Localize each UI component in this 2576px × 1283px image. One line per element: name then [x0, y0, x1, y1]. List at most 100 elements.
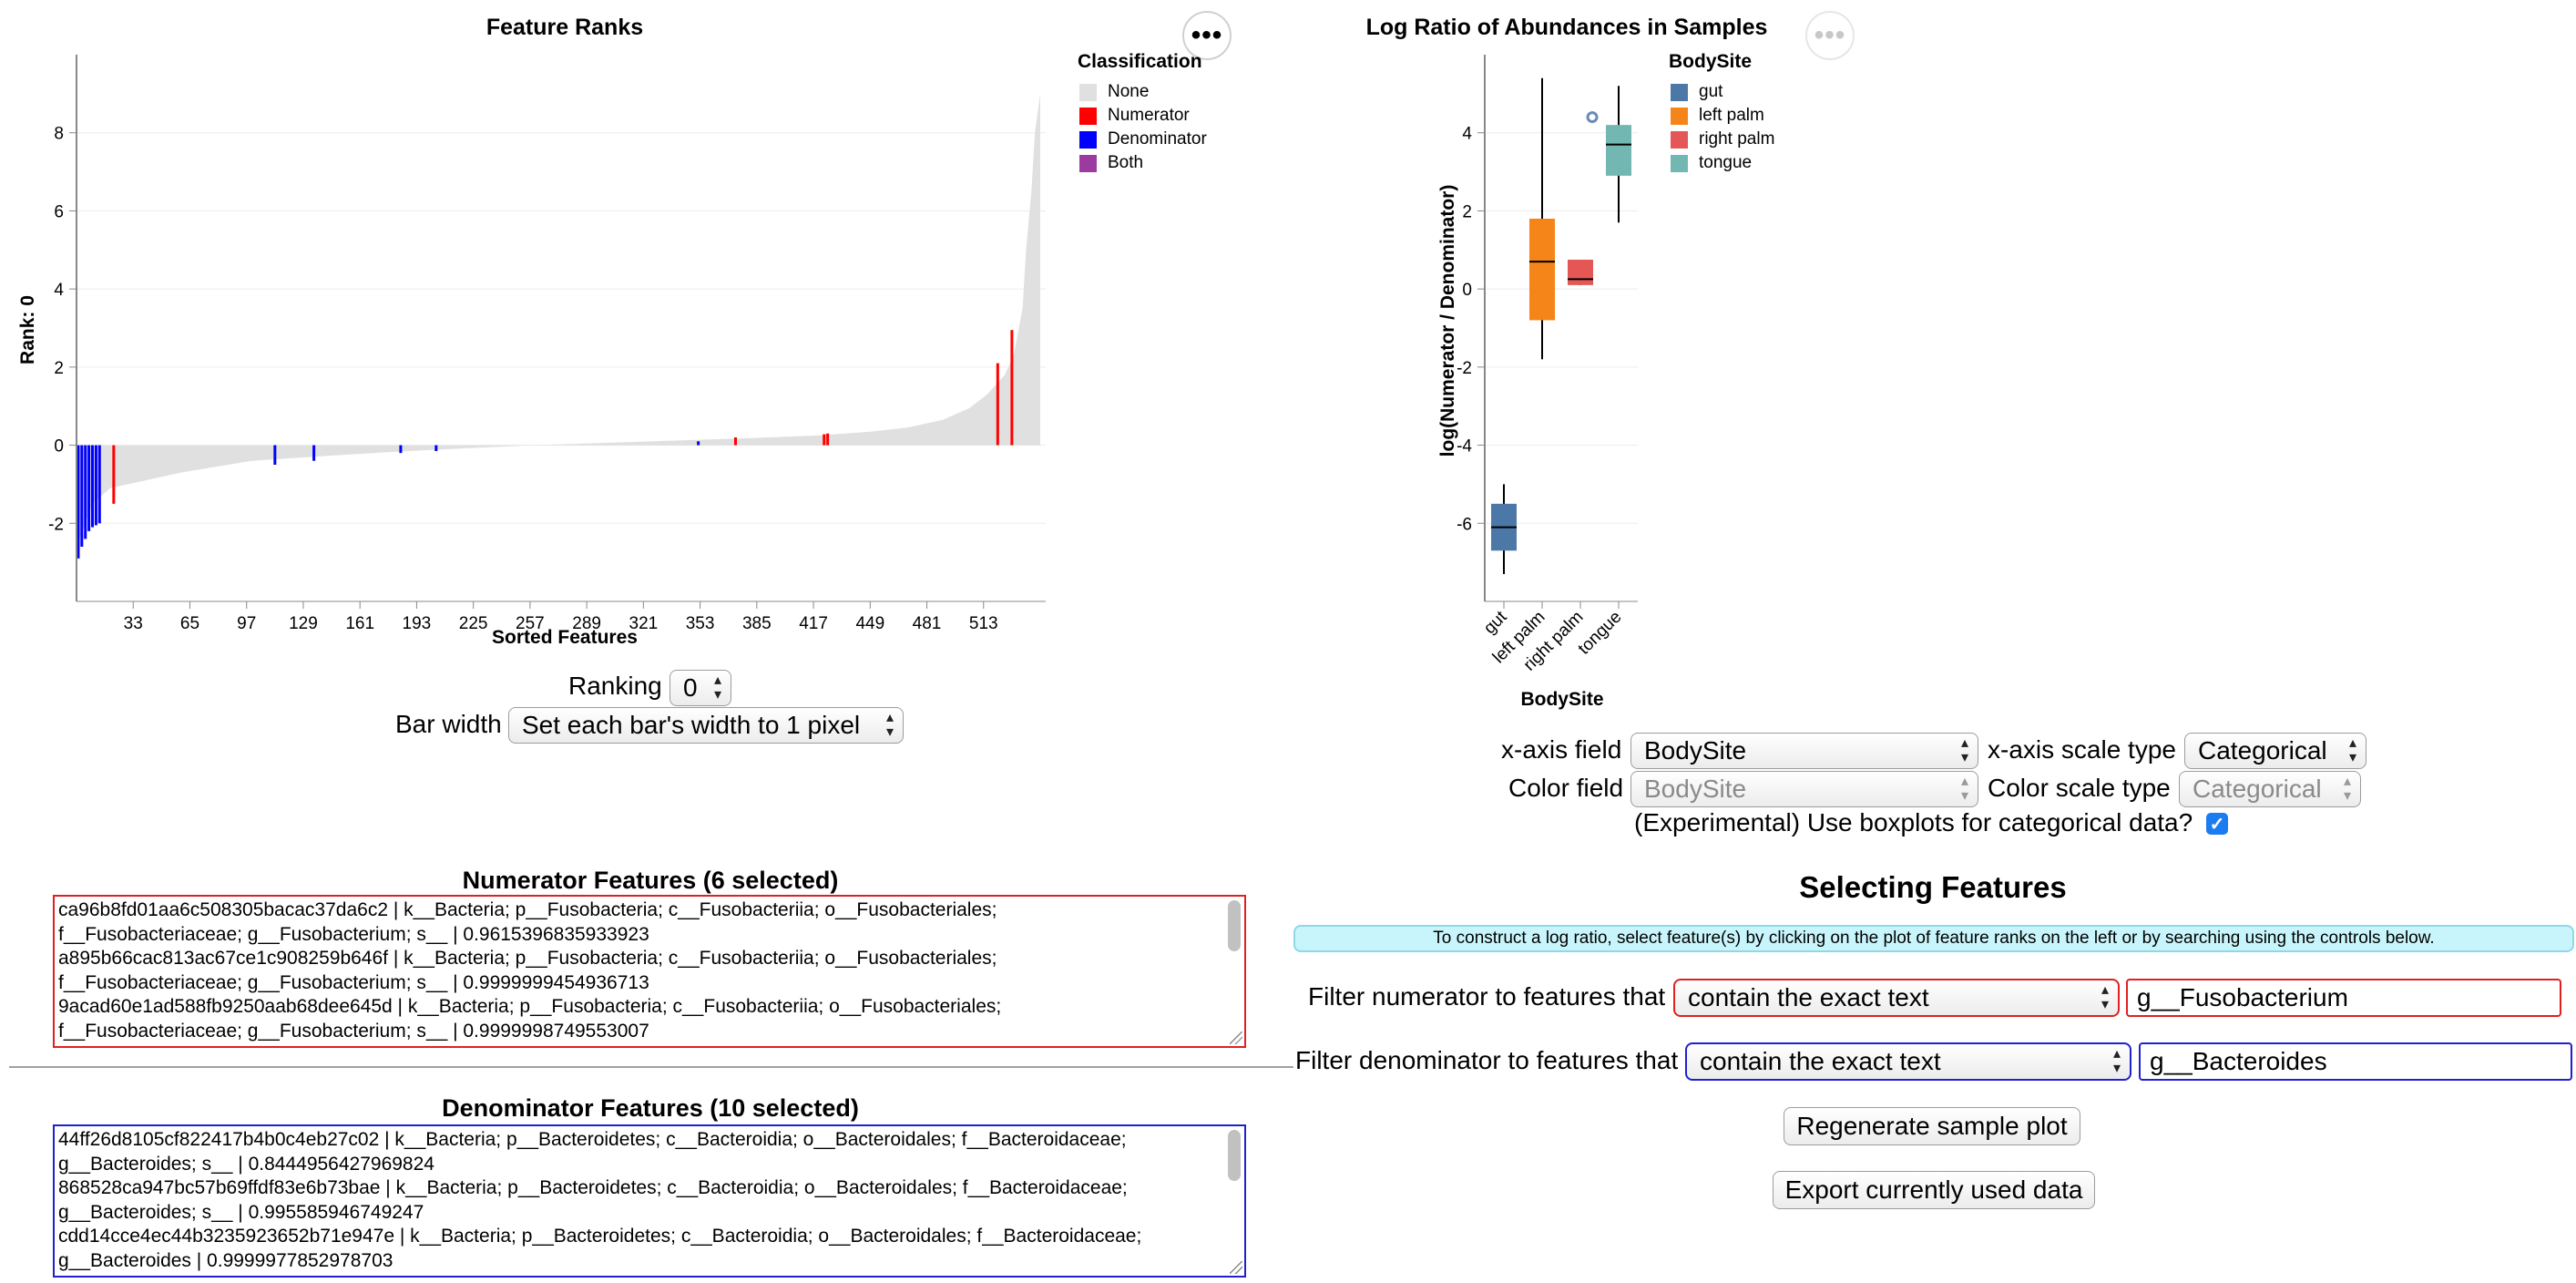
legend-swatch: [1079, 130, 1097, 149]
resize-handle-icon[interactable]: [1230, 1032, 1242, 1044]
more-icon: •••: [1814, 20, 1846, 50]
x-tick-label: 481: [913, 614, 942, 633]
x-tick-label: 225: [459, 614, 488, 633]
legend-label: right palm: [1699, 129, 1775, 149]
info-banner: To construct a log ratio, select feature…: [1293, 925, 2574, 952]
legend-label: Denominator: [1108, 129, 1207, 149]
boxplot-toggle-label: (Experimental) Use boxplots for categori…: [1634, 808, 2193, 837]
colorfield-label: Color field: [1508, 774, 1624, 802]
updown-icon: ▴ ▾: [2112, 1046, 2121, 1076]
den-filter-text-input[interactable]: g__Bacteroides: [2139, 1042, 2572, 1081]
more-icon: •••: [1191, 20, 1223, 50]
bar-denominator: [697, 441, 700, 446]
legend-label: Both: [1108, 153, 1144, 172]
rank-plot-svg[interactable]: 8 6 4 2 0 -2 33 65 97 129 161 193 225 257 289 321 353 385…: [0, 0, 1057, 656]
x-tick-label: 257: [516, 614, 545, 633]
legend-swatch: [1671, 107, 1688, 125]
rank-legend-item: Numerator: [1079, 106, 1190, 126]
bar-numerator: [826, 433, 830, 446]
legend-swatch: [1671, 83, 1688, 101]
xscale-label: x-axis scale type: [1988, 735, 2176, 764]
info-text: To construct a log ratio, select feature…: [1433, 929, 2435, 948]
xfield-select[interactable]: BodySite ▴ ▾: [1630, 733, 1978, 769]
y-tick-label: 6: [54, 202, 64, 221]
bar-numerator: [1010, 330, 1014, 446]
x-tick-label: 193: [403, 614, 432, 633]
updown-icon: ▴ ▾: [713, 672, 721, 703]
xscale-select[interactable]: Categorical ▴ ▾: [2184, 733, 2366, 769]
boxplot-checkbox[interactable]: ✓: [2206, 813, 2228, 835]
y-tick-label: 0: [54, 437, 64, 457]
feature-line: g__Bacteroides; s__ | 0.8444956427969824: [58, 1153, 434, 1175]
x-tick-label: 449: [855, 614, 884, 633]
legend-label: left palm: [1699, 106, 1764, 125]
x-tick-label: 33: [124, 614, 143, 633]
updown-icon: ▴ ▾: [2343, 774, 2351, 804]
bar-numerator: [996, 363, 999, 446]
updown-icon: ▴ ▾: [1960, 735, 1968, 765]
legend-swatch: [1079, 154, 1097, 172]
x-tick-label: 129: [289, 614, 318, 633]
num-filter-text-input[interactable]: g__Fusobacterium: [2126, 979, 2561, 1017]
updown-icon: ▴ ▾: [2348, 735, 2356, 765]
x-tick-label: 321: [629, 614, 659, 633]
feature-line: 868528ca947bc57b69ffdf83e6b73bae | k__Ba…: [58, 1177, 1128, 1198]
resize-handle-icon[interactable]: [1230, 1261, 1242, 1274]
rank-plot-menu-button[interactable]: •••: [1182, 11, 1232, 60]
updown-icon: ▴ ▾: [2101, 982, 2109, 1012]
bar-denominator: [80, 445, 84, 547]
x-tick-label: gut: [1480, 607, 1511, 638]
y-tick-label: -2: [1457, 359, 1472, 378]
denominator-title: Denominator Features (10 selected): [442, 1094, 859, 1122]
colorfield-select[interactable]: BodySite ▴ ▾: [1630, 771, 1978, 807]
legend-swatch: [1671, 154, 1688, 172]
sample-legend-title: BodySite: [1669, 51, 1753, 72]
bar-denominator: [97, 445, 101, 524]
check-icon: ✓: [2209, 814, 2225, 835]
regenerate-button[interactable]: Regenerate sample plot: [1784, 1107, 2080, 1145]
ranking-select[interactable]: 0 ▴ ▾: [670, 670, 731, 706]
bar-denominator: [273, 445, 277, 465]
numerator-title: Numerator Features (6 selected): [462, 867, 839, 894]
num-filter-type-select[interactable]: contain the exact text ▴ ▾: [1673, 979, 2120, 1017]
bar-numerator: [823, 434, 826, 446]
box-tongue: [1606, 125, 1631, 176]
scrollbar[interactable]: [1228, 1130, 1241, 1181]
bar-numerator: [112, 445, 116, 504]
legend-swatch: [1079, 83, 1097, 101]
bar-denominator: [84, 445, 87, 539]
x-tick-label: 353: [686, 614, 715, 633]
divider: [9, 1066, 1293, 1068]
num-filter-label: Filter numerator to features that: [1308, 982, 1666, 1011]
den-filter-type-select[interactable]: contain the exact text ▴ ▾: [1685, 1042, 2131, 1081]
y-tick-label: -4: [1457, 437, 1472, 457]
barwidth-select[interactable]: Set each bar's width to 1 pixel ▴ ▾: [508, 707, 904, 744]
bar-numerator: [733, 437, 737, 446]
feature-line: g__Bacteroides | 0.9999977852978703: [58, 1249, 394, 1271]
export-button[interactable]: Export currently used data: [1773, 1171, 2095, 1209]
feature-line: ca96b8fd01aa6c508305bacac37da6c2 | k__Ba…: [58, 899, 997, 920]
xfield-label: x-axis field: [1501, 735, 1622, 764]
colorscale-select[interactable]: Categorical ▴ ▾: [2179, 771, 2361, 807]
y-tick-label: 8: [54, 125, 64, 144]
x-tick-label: 385: [742, 614, 772, 633]
feature-line: 44ff26d8105cf822417b4b0c4eb27c02 | k__Ba…: [58, 1129, 1127, 1150]
barwidth-label: Bar width: [395, 710, 502, 738]
sample-plot-xlabel: BodySite: [1520, 689, 1604, 710]
legend-label: Numerator: [1108, 106, 1190, 125]
legend-label: gut: [1699, 82, 1723, 101]
bar-denominator: [91, 445, 95, 528]
sample-plot-menu-button[interactable]: •••: [1805, 11, 1855, 60]
x-tick-label: 161: [345, 614, 374, 633]
denominator-textarea[interactable]: 44ff26d8105cf822417b4b0c4eb27c02 | k__Ba…: [53, 1124, 1246, 1278]
legend-label: tongue: [1699, 153, 1753, 172]
feature-line: f__Fusobacteriaceae; g__Fusobacterium; s…: [58, 1020, 649, 1042]
numerator-textarea[interactable]: ca96b8fd01aa6c508305bacac37da6c2 | k__Ba…: [53, 895, 1246, 1048]
rank-legend-item: Denominator: [1079, 129, 1207, 149]
updown-icon: ▴ ▾: [1960, 774, 1968, 804]
box-right-palm: [1568, 260, 1593, 285]
y-tick-label: 2: [54, 359, 64, 378]
feature-line: cdd14cce4ec44b3235923652b71e947e | k__Ba…: [58, 1226, 1142, 1247]
scrollbar[interactable]: [1228, 900, 1241, 951]
